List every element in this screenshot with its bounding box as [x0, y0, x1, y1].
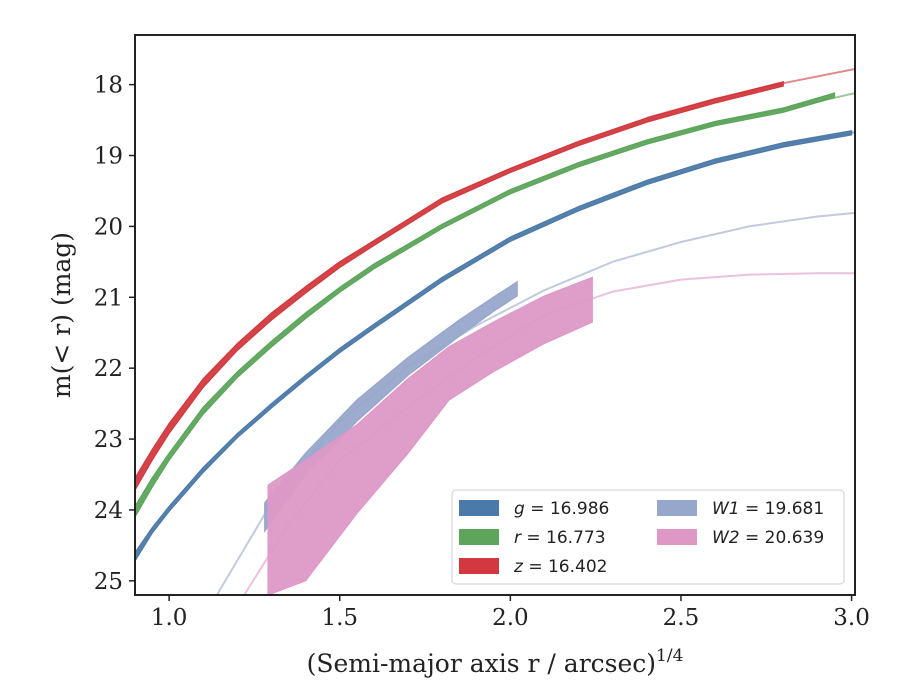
y-tick-label: 24 — [94, 498, 123, 524]
y-tick-label: 21 — [94, 285, 123, 311]
legend: g = 16.986 r = 16.773 z = 16.402 W1 = 19.68… — [451, 489, 845, 585]
x-axis-label: (Semi-major axis r / arcsec)1/4 — [307, 646, 684, 678]
legend-swatch-w2 — [657, 529, 697, 545]
x-tick-label: 1.0 — [151, 605, 188, 631]
legend-swatch-r — [459, 529, 499, 545]
y-tick-label: 22 — [94, 356, 123, 382]
legend-swatch-w1 — [657, 500, 697, 516]
legend-label-w2: W2 = 20.639 — [712, 528, 824, 548]
x-axis-label-exponent: 1/4 — [656, 646, 683, 666]
legend-swatch-z — [459, 558, 499, 574]
y-tick-label: 18 — [94, 73, 123, 99]
x-tick-label: 2.0 — [492, 605, 529, 631]
y-tick-label: 19 — [94, 144, 123, 170]
plot-frame — [134, 34, 856, 596]
legend-label-g: g = 16.986 — [514, 499, 609, 519]
x-tick-label: 2.5 — [663, 605, 700, 631]
w2-band — [267, 276, 593, 595]
legend-box — [451, 489, 845, 585]
y-tick-label: 23 — [94, 427, 123, 453]
data-bands — [135, 81, 853, 595]
z-band — [135, 81, 784, 492]
axes — [129, 34, 856, 601]
legend-label-z: z = 16.402 — [513, 557, 607, 577]
legend-label-w1: W1 = 19.681 — [712, 499, 824, 519]
legend-swatch-g — [459, 500, 499, 516]
y-axis-label: m(< r) (mag) — [47, 232, 76, 398]
x-tick-label: 1.5 — [321, 605, 358, 631]
x-tick-label: 3.0 — [833, 605, 870, 631]
tick-labels: 1.0 1.5 2.0 2.5 3.0 18 19 20 21 22 23 24 25 — [94, 73, 870, 631]
y-tick-label: 20 — [94, 214, 123, 240]
y-tick-label: 25 — [94, 569, 123, 595]
g-band — [135, 129, 853, 563]
r-band — [135, 92, 836, 519]
legend-label-r: r = 16.773 — [514, 528, 606, 548]
